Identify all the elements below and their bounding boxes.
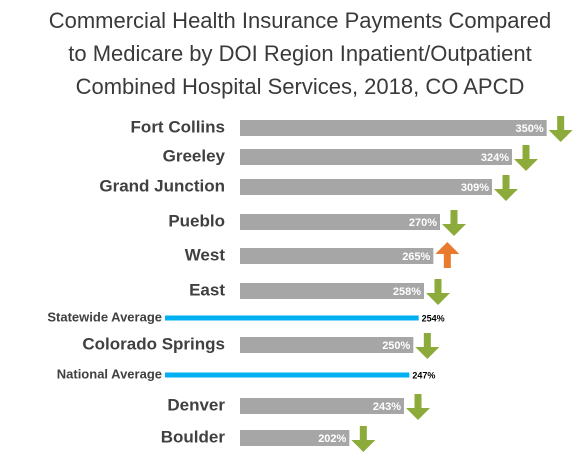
value-label: 250% (382, 340, 410, 352)
chart-title: Commercial Health Insurance Payments Com… (49, 8, 552, 33)
category-label: Grand Junction (99, 176, 225, 195)
value-label: 254% (422, 313, 445, 323)
trend-arrow (494, 175, 518, 201)
value-label: 309% (461, 182, 489, 194)
trend-arrow (415, 333, 440, 359)
category-label: Denver (167, 395, 225, 414)
bar (240, 179, 492, 195)
chart-title: to Medicare by DOI Region Inpatient/Outp… (68, 41, 531, 66)
trend-arrow (406, 394, 430, 420)
category-label: West (185, 245, 226, 264)
trend-arrow (435, 242, 460, 268)
category-label: Colorado Springs (82, 334, 225, 353)
trend-arrow (548, 116, 573, 142)
category-label: Fort Collins (131, 117, 225, 136)
category-label: East (189, 280, 225, 299)
value-label: 243% (373, 401, 401, 413)
trend-arrow (514, 145, 538, 171)
value-label: 265% (402, 251, 430, 263)
value-label: 258% (393, 286, 421, 298)
category-label: Statewide Average (47, 309, 162, 324)
chart-title: Combined Hospital Services, 2018, CO APC… (76, 74, 525, 99)
value-label: 247% (412, 370, 435, 380)
bar (240, 120, 547, 136)
bar (240, 430, 350, 446)
category-label: Pueblo (168, 211, 225, 230)
bar (240, 398, 404, 414)
bar (240, 283, 424, 299)
trend-arrow (426, 279, 450, 305)
trend-arrow (351, 426, 376, 452)
bar (240, 248, 434, 264)
category-label: Greeley (163, 146, 226, 165)
value-label: 324% (481, 152, 509, 164)
category-label: Boulder (161, 427, 226, 446)
bar (240, 149, 512, 165)
value-label: 202% (318, 433, 346, 445)
bar (240, 337, 414, 353)
value-label: 270% (409, 217, 437, 229)
value-label: 350% (516, 123, 544, 135)
category-label: National Average (57, 366, 162, 381)
trend-arrow (442, 210, 466, 236)
bar (240, 214, 440, 230)
